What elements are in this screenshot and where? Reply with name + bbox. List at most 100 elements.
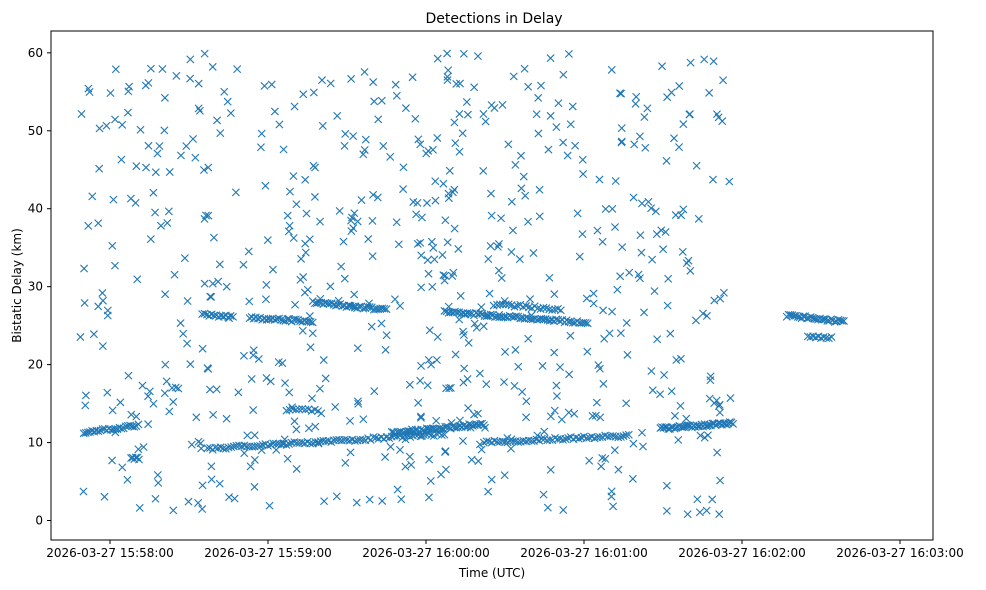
data-point (284, 227, 293, 236)
data-point (543, 503, 552, 512)
data-point (497, 274, 506, 283)
data-point (132, 162, 141, 171)
data-point (564, 49, 573, 58)
data-point (295, 405, 304, 414)
data-point (353, 397, 362, 406)
data-point (333, 111, 342, 120)
data-point (134, 420, 143, 429)
data-point (331, 301, 340, 310)
data-point (464, 338, 473, 347)
data-point (208, 62, 217, 71)
data-point (625, 268, 634, 277)
data-point (510, 302, 519, 311)
data-point (187, 440, 196, 449)
data-point (309, 88, 318, 97)
data-point (462, 97, 471, 106)
data-point (474, 457, 483, 466)
data-point (493, 242, 502, 251)
data-point (535, 212, 544, 221)
data-point (426, 476, 435, 485)
data-point (279, 316, 288, 325)
data-point (234, 388, 243, 397)
data-point (349, 132, 358, 141)
data-point (546, 54, 555, 63)
data-point (254, 354, 263, 363)
data-point (512, 312, 521, 321)
data-point (487, 475, 496, 484)
data-point (437, 470, 446, 479)
plot-area-frame (50, 30, 934, 541)
data-point (570, 409, 579, 418)
data-point (203, 364, 212, 373)
data-point (610, 446, 619, 455)
data-point (215, 479, 224, 488)
data-point (108, 241, 117, 250)
x-tick-label: 2026-03-27 16:02:00 (678, 546, 805, 560)
data-point (132, 412, 141, 421)
data-point (319, 356, 328, 365)
data-point (679, 205, 688, 214)
data-point (416, 140, 425, 149)
data-point (667, 88, 676, 97)
data-point (294, 315, 303, 324)
data-point (352, 498, 361, 507)
data-point (678, 247, 687, 256)
data-point (243, 431, 252, 440)
data-point (138, 381, 147, 390)
data-point (423, 381, 432, 390)
data-point (617, 137, 626, 146)
data-point (381, 345, 390, 354)
data-point (76, 333, 85, 342)
data-point (718, 117, 727, 126)
data-point (481, 117, 490, 126)
data-point (146, 64, 155, 73)
data-point (118, 463, 127, 472)
data-point (451, 139, 460, 148)
data-point (207, 462, 216, 471)
data-point (428, 145, 437, 154)
data-point (715, 510, 724, 519)
data-point (296, 275, 305, 284)
data-point (83, 428, 92, 437)
data-point (585, 456, 594, 465)
data-point (706, 376, 715, 385)
data-point (578, 155, 587, 164)
data-point (358, 435, 367, 444)
data-point (501, 347, 510, 356)
data-point (222, 414, 231, 423)
data-point (675, 143, 684, 152)
data-point (430, 255, 439, 264)
data-point (447, 418, 456, 427)
data-point (455, 109, 464, 118)
data-point (165, 407, 174, 416)
data-point (561, 435, 570, 444)
data-point (126, 194, 135, 203)
data-point (534, 129, 543, 138)
data-point (249, 346, 258, 355)
data-point (210, 311, 219, 320)
data-point (503, 433, 512, 442)
data-point (662, 481, 671, 490)
data-point (509, 72, 518, 81)
data-point (670, 411, 679, 420)
data-point (522, 313, 531, 322)
data-point (316, 294, 325, 303)
data-point (696, 431, 705, 440)
data-point (424, 493, 433, 502)
x-tick-label: 2026-03-27 16:01:00 (520, 546, 647, 560)
data-point (195, 106, 204, 115)
data-point (827, 333, 836, 342)
data-point (702, 311, 711, 320)
data-point (470, 83, 479, 92)
data-point (374, 115, 383, 124)
data-point (282, 440, 291, 449)
data-point (172, 71, 181, 80)
data-point (297, 254, 306, 263)
data-point (179, 329, 188, 338)
data-point (416, 376, 425, 385)
data-point (710, 399, 719, 408)
data-point (524, 334, 533, 343)
data-point (534, 93, 543, 102)
data-point (149, 188, 158, 197)
data-point (347, 74, 356, 83)
